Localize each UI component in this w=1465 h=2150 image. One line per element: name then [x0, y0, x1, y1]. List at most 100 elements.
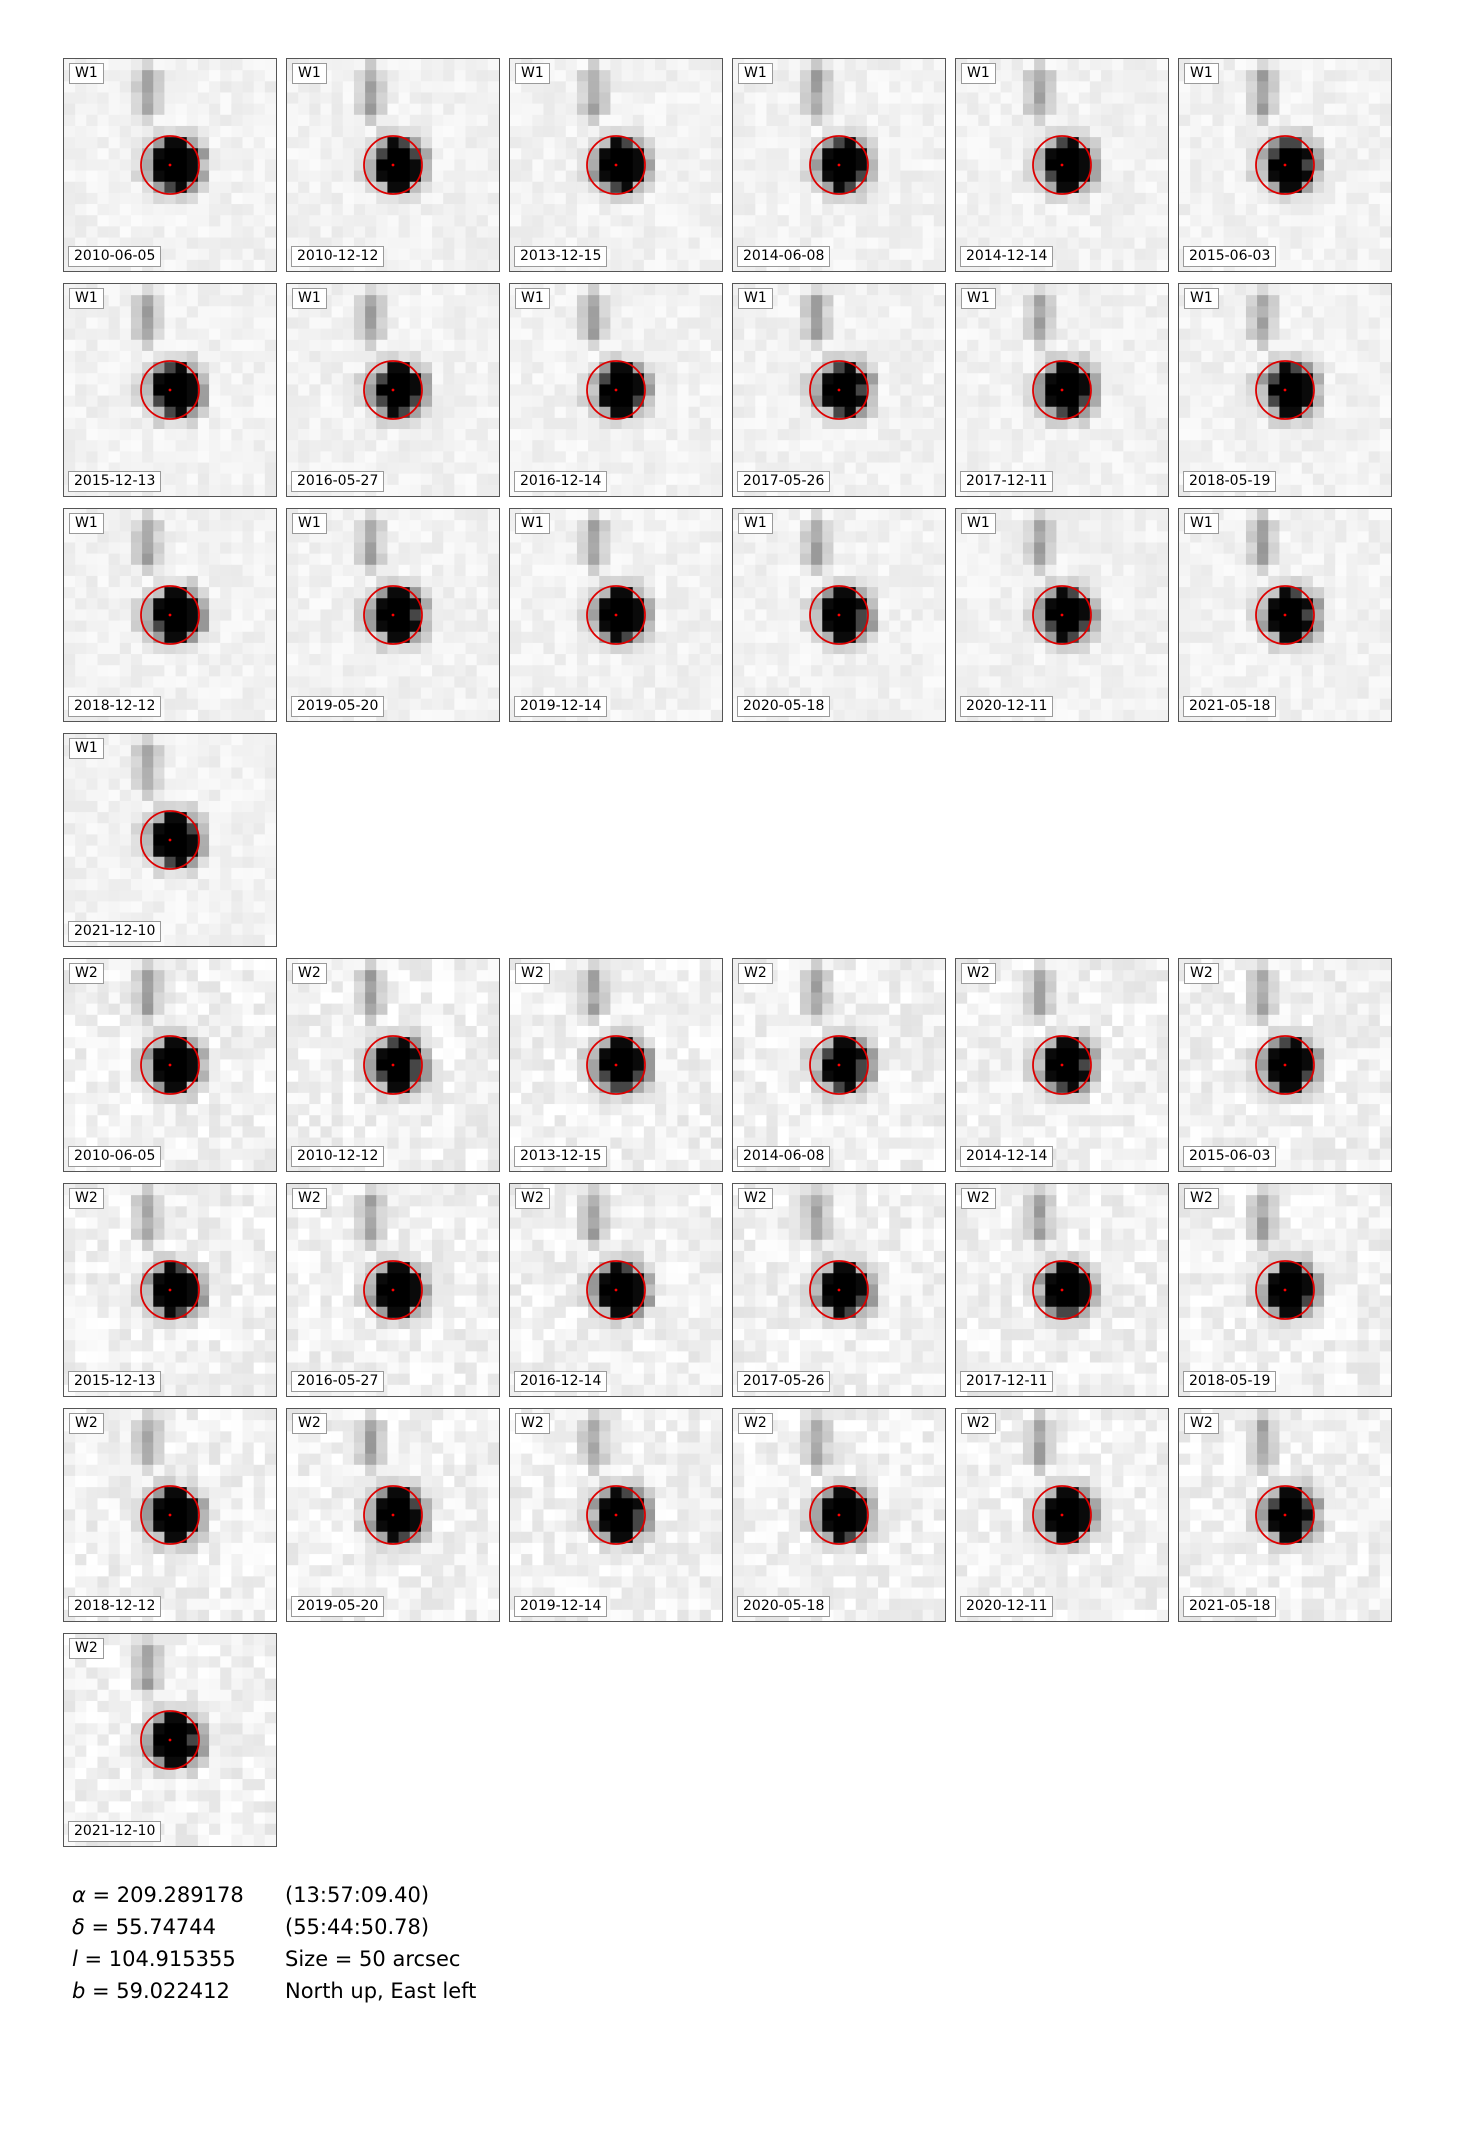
cutout-panel: W2 2010-06-05: [63, 958, 277, 1172]
cutout-image: [956, 509, 1168, 721]
target-center-dot: [837, 1063, 841, 1067]
band-label: W1: [515, 63, 550, 84]
target-circle: [140, 1260, 200, 1320]
band-label: W2: [292, 963, 327, 984]
cutout-panel: W2 2020-12-11: [955, 1408, 1169, 1622]
epoch-date-label: 2018-12-12: [68, 1596, 162, 1617]
target-circle: [586, 1260, 646, 1320]
target-center-dot: [168, 1063, 172, 1067]
cutout-panel: W2 2016-05-27: [286, 1183, 500, 1397]
cutout-image: [64, 734, 276, 946]
cutout-image: [287, 959, 499, 1171]
band-label: W1: [961, 288, 996, 309]
target-center-dot: [1060, 1513, 1064, 1517]
band-label: W2: [515, 963, 550, 984]
target-circle: [363, 360, 423, 420]
target-center-dot: [1060, 388, 1064, 392]
band-label: W1: [961, 63, 996, 84]
target-circle: [1032, 585, 1092, 645]
alpha-symbol: α: [72, 1883, 86, 1907]
cutout-image: [1179, 1409, 1391, 1621]
target-center-dot: [1283, 388, 1287, 392]
cutout-panel: W1 2021-05-18: [1178, 508, 1392, 722]
epoch-date-label: 2015-06-03: [1183, 1146, 1277, 1167]
epoch-date-label: 2016-05-27: [291, 1371, 385, 1392]
cutout-panel: W1 2010-06-05: [63, 58, 277, 272]
target-circle: [363, 585, 423, 645]
target-center-dot: [1060, 1063, 1064, 1067]
cutout-image: [510, 1184, 722, 1396]
cutout-panel: W2 2015-06-03: [1178, 958, 1392, 1172]
target-circle: [140, 585, 200, 645]
target-center-dot: [614, 1063, 618, 1067]
cutout-panel: W2 2015-12-13: [63, 1183, 277, 1397]
target-circle: [140, 1710, 200, 1770]
cutout-panel: W2 2016-12-14: [509, 1183, 723, 1397]
target-circle: [1032, 1260, 1092, 1320]
epoch-date-label: 2018-12-12: [68, 696, 162, 717]
band-label: W2: [961, 1413, 996, 1434]
band-label: W1: [292, 513, 327, 534]
target-circle: [586, 1485, 646, 1545]
target-center-dot: [168, 1288, 172, 1292]
cutout-panel: W1 2018-05-19: [1178, 283, 1392, 497]
epoch-date-label: 2019-12-14: [514, 696, 608, 717]
epoch-date-label: 2014-06-08: [737, 1146, 831, 1167]
band-label: W1: [738, 288, 773, 309]
cutout-image: [510, 959, 722, 1171]
cutout-image: [287, 59, 499, 271]
target-center-dot: [837, 1288, 841, 1292]
target-circle: [809, 1485, 869, 1545]
cutout-panel: W1 2010-12-12: [286, 58, 500, 272]
band-label: W2: [515, 1413, 550, 1434]
dec-degrees: = 55.74744: [84, 1915, 217, 1939]
target-circle: [363, 1485, 423, 1545]
cutout-panel: W1 2021-12-10: [63, 733, 277, 947]
cutout-image: [956, 1184, 1168, 1396]
cutout-panel: W2 2013-12-15: [509, 958, 723, 1172]
epoch-date-label: 2020-05-18: [737, 696, 831, 717]
target-center-dot: [1283, 613, 1287, 617]
cutout-image: [287, 509, 499, 721]
epoch-date-label: 2017-12-11: [960, 1371, 1054, 1392]
cutout-panel: W1 2016-05-27: [286, 283, 500, 497]
cutout-panel: W1 2016-12-14: [509, 283, 723, 497]
l-symbol: l: [72, 1947, 78, 1971]
target-center-dot: [614, 1513, 618, 1517]
cutout-panel: W2 2019-12-14: [509, 1408, 723, 1622]
target-circle: [140, 1485, 200, 1545]
band-label: W1: [515, 513, 550, 534]
target-center-dot: [614, 613, 618, 617]
epoch-date-label: 2010-06-05: [68, 1146, 162, 1167]
epoch-date-label: 2018-05-19: [1183, 471, 1277, 492]
cutout-image: [1179, 284, 1391, 496]
target-circle: [1255, 360, 1315, 420]
cutout-panel: W2 2017-05-26: [732, 1183, 946, 1397]
target-circle: [809, 360, 869, 420]
epoch-date-label: 2019-05-20: [291, 696, 385, 717]
dec-sexagesimal: (55:44:50.78): [285, 1915, 430, 1939]
epoch-date-label: 2014-12-14: [960, 1146, 1054, 1167]
cutout-panel: W2 2018-12-12: [63, 1408, 277, 1622]
epoch-date-label: 2013-12-15: [514, 1146, 608, 1167]
target-circle: [586, 360, 646, 420]
target-center-dot: [391, 163, 395, 167]
band-label: W1: [69, 738, 104, 759]
target-circle: [809, 585, 869, 645]
epoch-date-label: 2015-12-13: [68, 1371, 162, 1392]
cutout-panel: W2 2014-12-14: [955, 958, 1169, 1172]
target-circle: [586, 1035, 646, 1095]
cutout-image: [1179, 959, 1391, 1171]
epoch-date-label: 2014-12-14: [960, 246, 1054, 267]
cutout-image: [64, 1409, 276, 1621]
epoch-date-label: 2019-12-14: [514, 1596, 608, 1617]
cutout-panel: W1 2019-12-14: [509, 508, 723, 722]
target-center-dot: [168, 838, 172, 842]
target-center-dot: [391, 613, 395, 617]
epoch-date-label: 2018-05-19: [1183, 1371, 1277, 1392]
epoch-date-label: 2021-12-10: [68, 921, 162, 942]
cutout-image: [64, 284, 276, 496]
cutout-panel: W1 2014-06-08: [732, 58, 946, 272]
galactic-b: = 59.022412: [85, 1979, 230, 2003]
cutout-image: [956, 59, 1168, 271]
